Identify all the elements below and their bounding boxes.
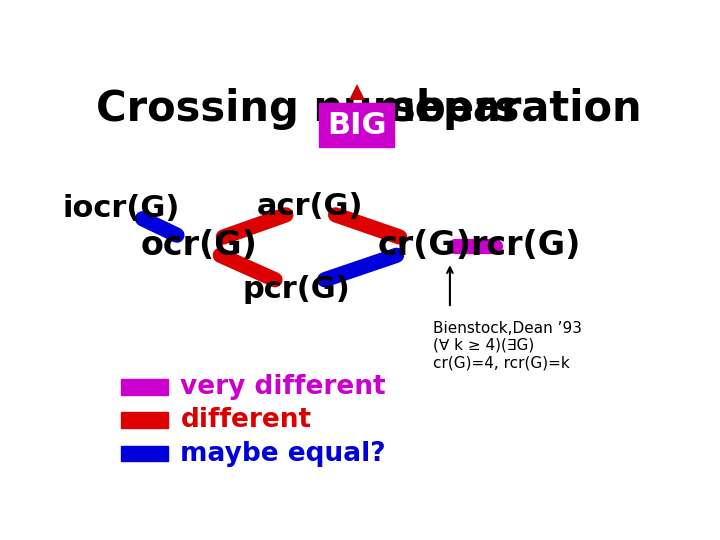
Text: acr(G): acr(G) xyxy=(257,192,364,221)
Text: iocr(G): iocr(G) xyxy=(62,194,179,223)
Bar xyxy=(121,446,168,462)
Text: separation: separation xyxy=(391,87,642,130)
Text: very different: very different xyxy=(181,374,386,400)
Text: Bienstock,Dean ’93
(∀ k ≥ 4)(∃G)
cr(G)=4, rcr(G)=k: Bienstock,Dean ’93 (∀ k ≥ 4)(∃G) cr(G)=4… xyxy=(433,321,582,370)
Text: ocr(G): ocr(G) xyxy=(140,229,257,262)
Text: BIG: BIG xyxy=(327,111,387,140)
Text: cr(G): cr(G) xyxy=(378,229,472,262)
Bar xyxy=(121,413,168,428)
Bar xyxy=(121,379,168,395)
Text: different: different xyxy=(181,407,312,433)
Text: Crossing numbers: Crossing numbers xyxy=(96,87,519,130)
Text: rcr(G): rcr(G) xyxy=(470,229,580,262)
Text: pcr(G): pcr(G) xyxy=(243,275,351,304)
Text: maybe equal?: maybe equal? xyxy=(181,441,386,467)
